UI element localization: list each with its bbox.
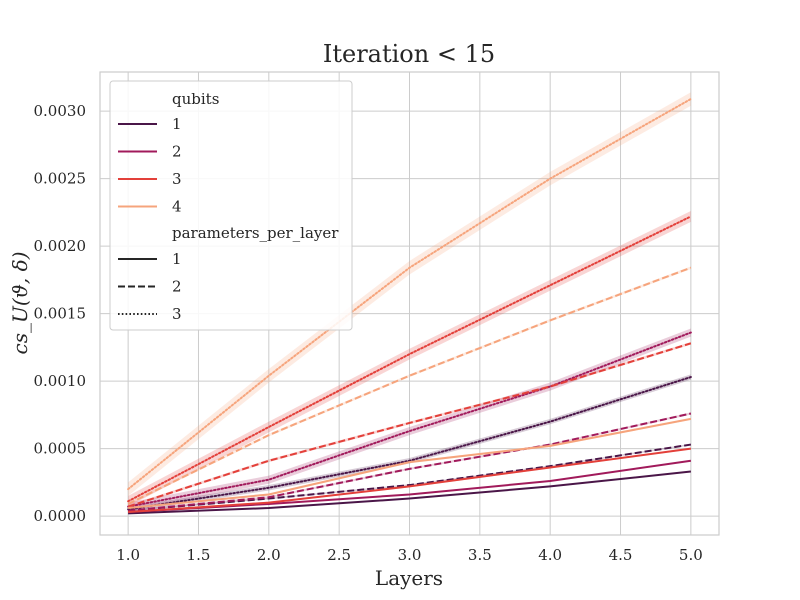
y-axis-label: cs_U(ϑ, δ) [8, 252, 32, 355]
legend-hue-label: 3 [172, 170, 182, 188]
legend-style-label: 3 [172, 305, 182, 323]
y-tick-label: 0.0000 [34, 507, 87, 525]
y-tick-label: 0.0015 [34, 305, 87, 323]
y-tick-label: 0.0020 [34, 237, 87, 255]
x-tick-label: 1.0 [116, 546, 140, 564]
series-line [128, 412, 692, 512]
series-line [127, 331, 692, 508]
series-line [127, 215, 692, 503]
series-line [127, 266, 692, 505]
legend-hue-label: 2 [172, 143, 182, 161]
y-tick-label: 0.0025 [34, 170, 87, 188]
y-axis-ticks: 0.0000 0.0005 0.0010 0.0015 0.0020 0.0025 0.00… [34, 102, 87, 525]
series-line [127, 376, 692, 511]
legend-style-label: 1 [172, 250, 182, 268]
legend: qubits parameters_per_layer 1 2 3 4 1 2 3 [109, 80, 353, 331]
confidence-band [128, 92, 691, 496]
x-tick-label: 5.0 [679, 546, 703, 564]
legend-style-label: 2 [172, 278, 182, 296]
confidence-band [128, 374, 691, 513]
series-line [128, 447, 691, 514]
series-line [128, 470, 691, 515]
series-line [127, 342, 692, 508]
legend-box [109, 80, 353, 331]
legend-hue-label: 1 [172, 115, 182, 133]
y-tick-label: 0.0005 [34, 440, 87, 458]
x-tick-label: 4.5 [609, 546, 633, 564]
legend-style-title: parameters_per_layer [172, 224, 339, 242]
series-lines [127, 97, 692, 515]
y-tick-label: 0.0030 [34, 102, 87, 120]
x-axis-label: Layers [375, 566, 443, 590]
chart-title: Iteration < 15 [323, 40, 495, 68]
legend-hue-label: 4 [172, 198, 182, 216]
x-tick-label: 2.0 [257, 546, 281, 564]
x-tick-label: 3.5 [468, 546, 492, 564]
x-axis-ticks: 1.0 1.5 2.0 2.5 3.0 3.5 4.0 4.5 5.0 [116, 546, 703, 564]
x-tick-label: 1.5 [187, 546, 211, 564]
x-tick-label: 3.0 [398, 546, 422, 564]
series-line [127, 97, 692, 491]
confidence-band [128, 328, 691, 511]
y-tick-label: 0.0010 [34, 372, 87, 390]
x-tick-label: 4.0 [538, 546, 562, 564]
legend-hue-title: qubits [172, 90, 219, 108]
plot-frame [99, 71, 720, 536]
x-tick-label: 2.5 [327, 546, 351, 564]
series-line [128, 417, 692, 509]
